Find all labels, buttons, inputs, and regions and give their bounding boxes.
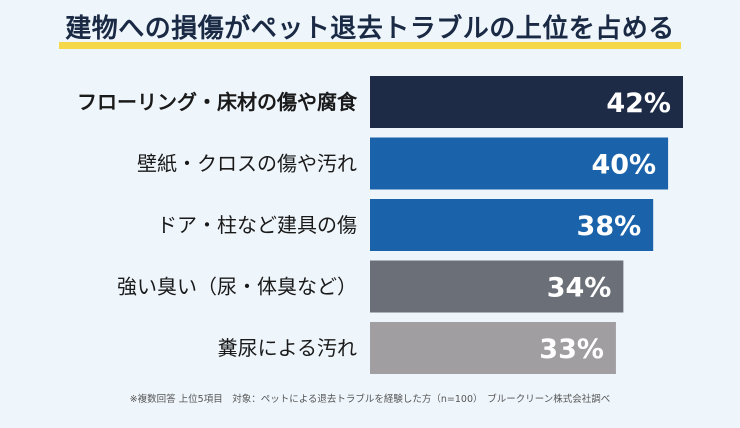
bar (370, 322, 616, 374)
value-label: 33% (539, 334, 604, 365)
value-label: 42% (606, 88, 671, 119)
chart-title: 建物への損傷がペット退去トラブルの上位を占める (59, 8, 681, 49)
bar (370, 137, 669, 190)
category-label: フローリング・床材の傷や腐食 (77, 90, 358, 114)
bar (370, 260, 624, 313)
chart-title-wrap: 建物への損傷がペット退去トラブルの上位を占める (0, 8, 740, 49)
bar (370, 76, 683, 128)
category-label: 糞尿による汚れ (218, 336, 357, 360)
value-label: 40% (591, 150, 656, 181)
bar (370, 199, 654, 251)
footnote: ※複数回答 上位5項目 対象：ペットによる退去トラブルを経験した方（n=100）… (129, 394, 611, 405)
value-label: 34% (547, 273, 612, 304)
category-label: 強い臭い（尿・体臭など） (117, 275, 357, 299)
category-label: ドア・柱など建具の傷 (157, 213, 357, 237)
category-label: 壁紙・クロスの傷や汚れ (137, 152, 357, 176)
value-label: 38% (577, 211, 642, 242)
